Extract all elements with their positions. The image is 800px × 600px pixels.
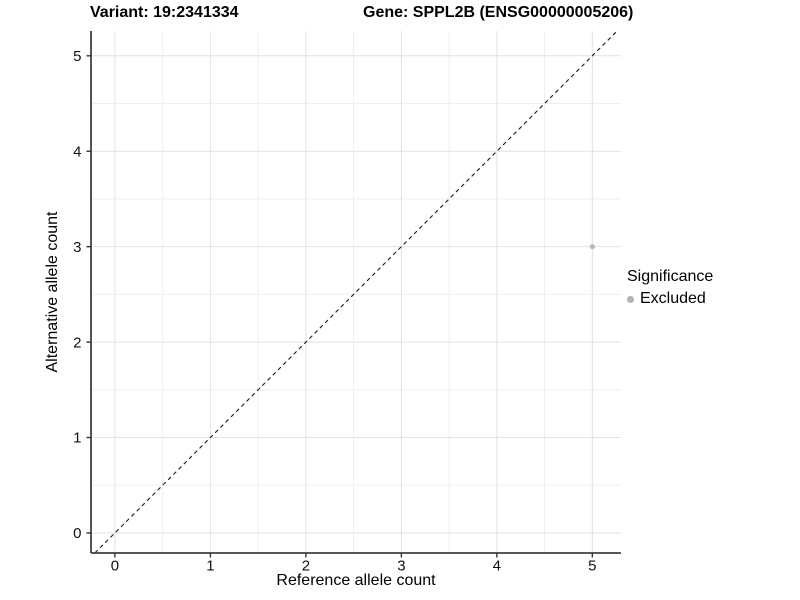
y-axis-title: Alternative allele count	[44, 211, 61, 373]
axis-ticks	[86, 55, 594, 558]
y-tick-label: 4	[73, 143, 81, 160]
identity-reference-line	[94, 30, 618, 554]
legend-item-excluded: Excluded	[627, 290, 713, 308]
axis-tick-labels: 0 1 2 3 4 5 0 1 2 3 4 5	[73, 48, 596, 574]
legend-title: Significance	[627, 268, 714, 285]
x-tick-label: 4	[493, 558, 501, 575]
x-tick-label: 3	[397, 558, 405, 575]
x-tick-label: 5	[588, 558, 596, 575]
legend: Significance Excluded	[627, 268, 713, 308]
y-tick-label: 3	[73, 239, 81, 256]
gene-title: Gene: SPPL2B (ENSG00000005206)	[363, 4, 634, 21]
legend-point-icon	[627, 295, 634, 303]
x-axis-title: Reference allele count	[276, 572, 436, 589]
data-point	[589, 244, 595, 250]
legend-item-label: Excluded	[640, 290, 706, 307]
y-tick-label: 5	[73, 48, 81, 65]
x-tick-label: 1	[206, 558, 214, 575]
grid-minor	[91, 31, 621, 553]
variant-title: Variant: 19:2341334	[90, 4, 239, 21]
grid-major	[91, 31, 621, 553]
data-points	[589, 244, 595, 250]
x-tick-label: 2	[302, 558, 310, 575]
x-tick-label: 0	[111, 558, 119, 575]
y-tick-label: 1	[73, 430, 81, 447]
y-tick-label: 0	[73, 525, 81, 542]
y-tick-label: 2	[73, 334, 81, 351]
